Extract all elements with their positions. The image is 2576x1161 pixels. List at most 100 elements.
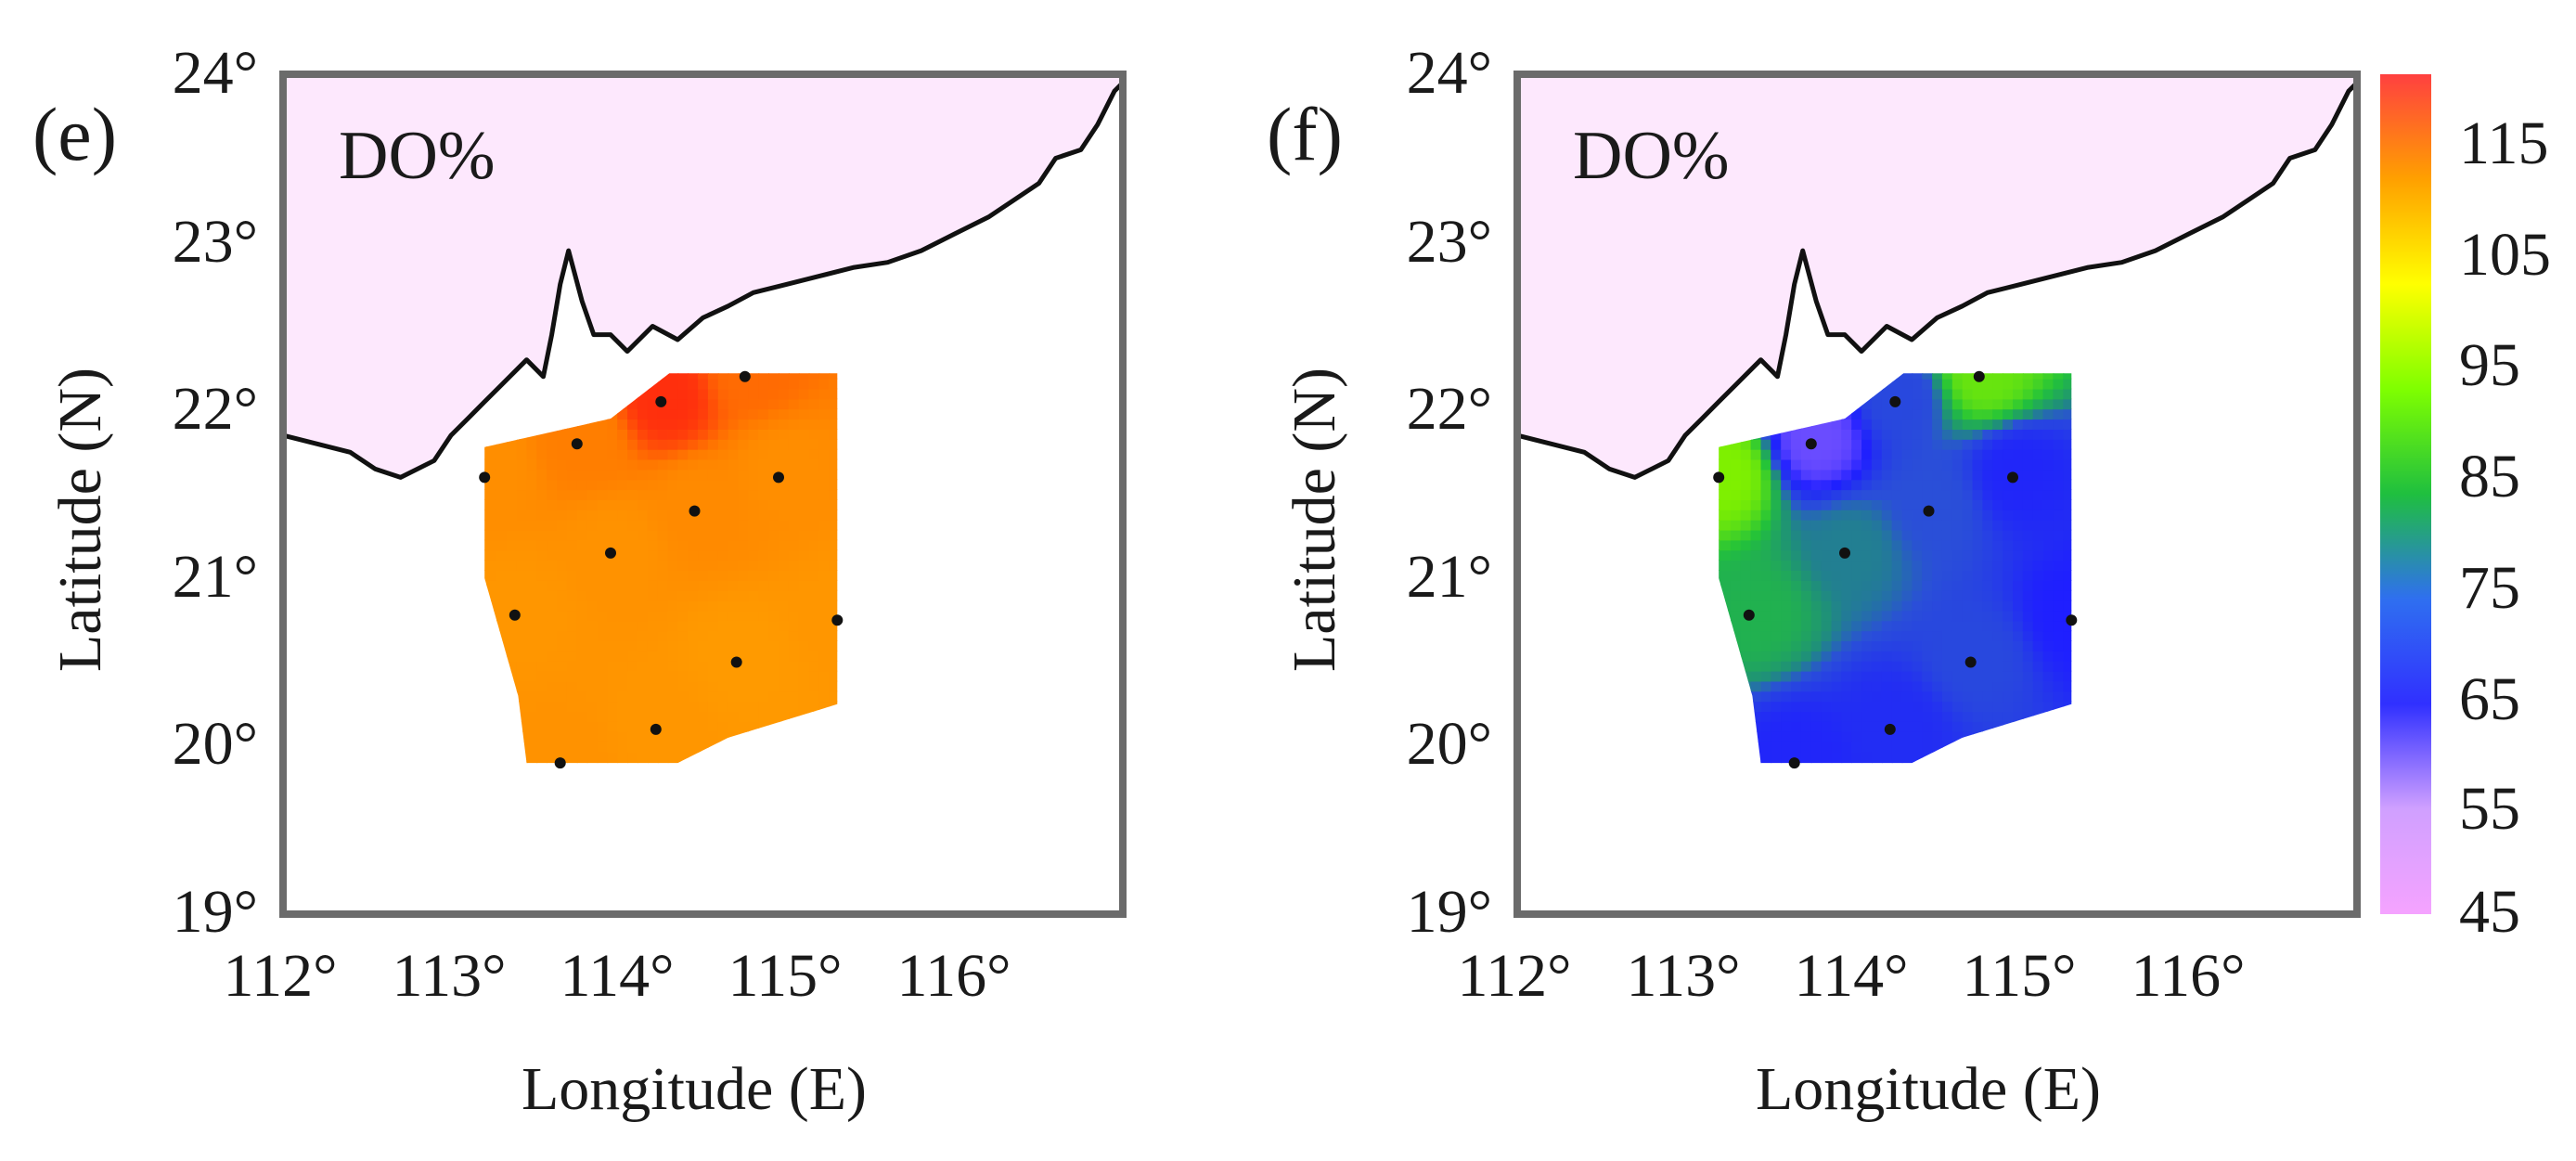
field-cell [637, 711, 649, 722]
field-cell [818, 549, 831, 561]
field-cell [738, 720, 750, 732]
field-cell [637, 670, 649, 682]
field-cell [1972, 690, 1984, 703]
field-cell [758, 579, 770, 591]
field-cell [547, 711, 559, 722]
field-cell [2022, 378, 2034, 390]
field-cell [647, 448, 659, 460]
field-cell [1912, 560, 1924, 571]
field-cell [1922, 720, 1934, 732]
field-cell [808, 529, 820, 541]
field-cell [1972, 660, 1984, 672]
field-cell [1912, 388, 1924, 400]
field-cell [1821, 549, 1833, 561]
field-cell [617, 509, 629, 521]
field-cell [637, 630, 649, 641]
field-cell [1771, 509, 1783, 521]
field-cell [1871, 690, 1883, 703]
field-cell [617, 680, 629, 692]
field-cell [1841, 458, 1853, 471]
field-cell [1992, 489, 2004, 500]
field-cell [698, 388, 709, 400]
field-cell [2022, 469, 2034, 481]
field-cell [1941, 690, 1953, 703]
field-cell [758, 660, 770, 672]
field-cell [1972, 458, 1984, 471]
y-tick: 20° [173, 710, 258, 778]
field-cell [586, 730, 599, 742]
field-cell [1891, 378, 1903, 390]
field-cell [1791, 438, 1802, 450]
field-cell [1821, 730, 1833, 742]
field-cell [2032, 438, 2044, 450]
field-cell [1781, 741, 1793, 753]
field-cell [2063, 660, 2072, 672]
field-cell [677, 650, 689, 662]
field-cell [758, 428, 770, 440]
field-cell [788, 589, 800, 601]
field-cell [566, 428, 578, 440]
field-cell [484, 539, 488, 551]
field-cell [677, 529, 689, 541]
field-cell [1992, 419, 2004, 430]
field-cell [707, 498, 719, 510]
field-cell [758, 701, 770, 712]
field-cell [2003, 509, 2014, 521]
colorbar: 115 105 95 85 75 65 55 45 [2380, 74, 2551, 946]
field-cell [2022, 650, 2034, 662]
field-cell [1972, 388, 1984, 400]
field-cell [1912, 680, 1924, 692]
field-cell [637, 741, 649, 753]
field-cell [496, 600, 508, 612]
field-cell [1861, 428, 1873, 440]
field-cell [1810, 690, 1823, 703]
field-cell [526, 549, 538, 561]
field-cell [798, 650, 810, 662]
field-cell [758, 539, 770, 551]
field-cell [798, 498, 810, 510]
field-cell [1881, 489, 1893, 500]
field-cell [1982, 570, 1994, 581]
field-cell [1730, 579, 1742, 591]
field-cell [758, 680, 770, 692]
field-cell [829, 438, 838, 450]
field-cell [1821, 630, 1833, 641]
map-panel-e: (e) Latitude (N) Longitude (E) 24° 23° 2… [32, 39, 1127, 1123]
field-cell [1901, 519, 1913, 531]
land-polygon [283, 74, 1123, 478]
field-cell [1972, 519, 1984, 531]
field-cell [1760, 560, 1772, 571]
field-cell [1941, 680, 1953, 692]
field-cell [1800, 751, 1812, 763]
field-cell [637, 589, 649, 601]
field-cell [1750, 711, 1762, 722]
field-cell [1810, 680, 1823, 692]
y-tick: 22° [1407, 375, 1492, 443]
field-cell [597, 711, 609, 722]
field-cell [576, 529, 588, 541]
field-cell [597, 650, 609, 662]
field-cell [1781, 498, 1793, 510]
field-cell [516, 539, 528, 551]
field-cell [1881, 428, 1893, 440]
field-cell [1962, 448, 1974, 460]
field-cell [1841, 640, 1853, 651]
x-tick: 115° [1963, 942, 2077, 1010]
field-cell [728, 579, 740, 591]
field-cell [547, 670, 559, 682]
field-cell [557, 670, 568, 682]
field-cell [637, 438, 649, 450]
field-cell [1771, 741, 1783, 753]
field-cell [2063, 579, 2072, 591]
field-cell [688, 670, 700, 682]
field-cell [1720, 539, 1732, 551]
field-cell [1841, 448, 1853, 460]
field-cell [667, 690, 679, 703]
field-cell [576, 448, 588, 460]
field-cell [1821, 711, 1833, 722]
field-cell [1740, 529, 1752, 541]
field-cell [2013, 398, 2024, 410]
field-cell [728, 529, 740, 541]
field-cell [1941, 600, 1953, 612]
field-cell [1901, 589, 1913, 601]
